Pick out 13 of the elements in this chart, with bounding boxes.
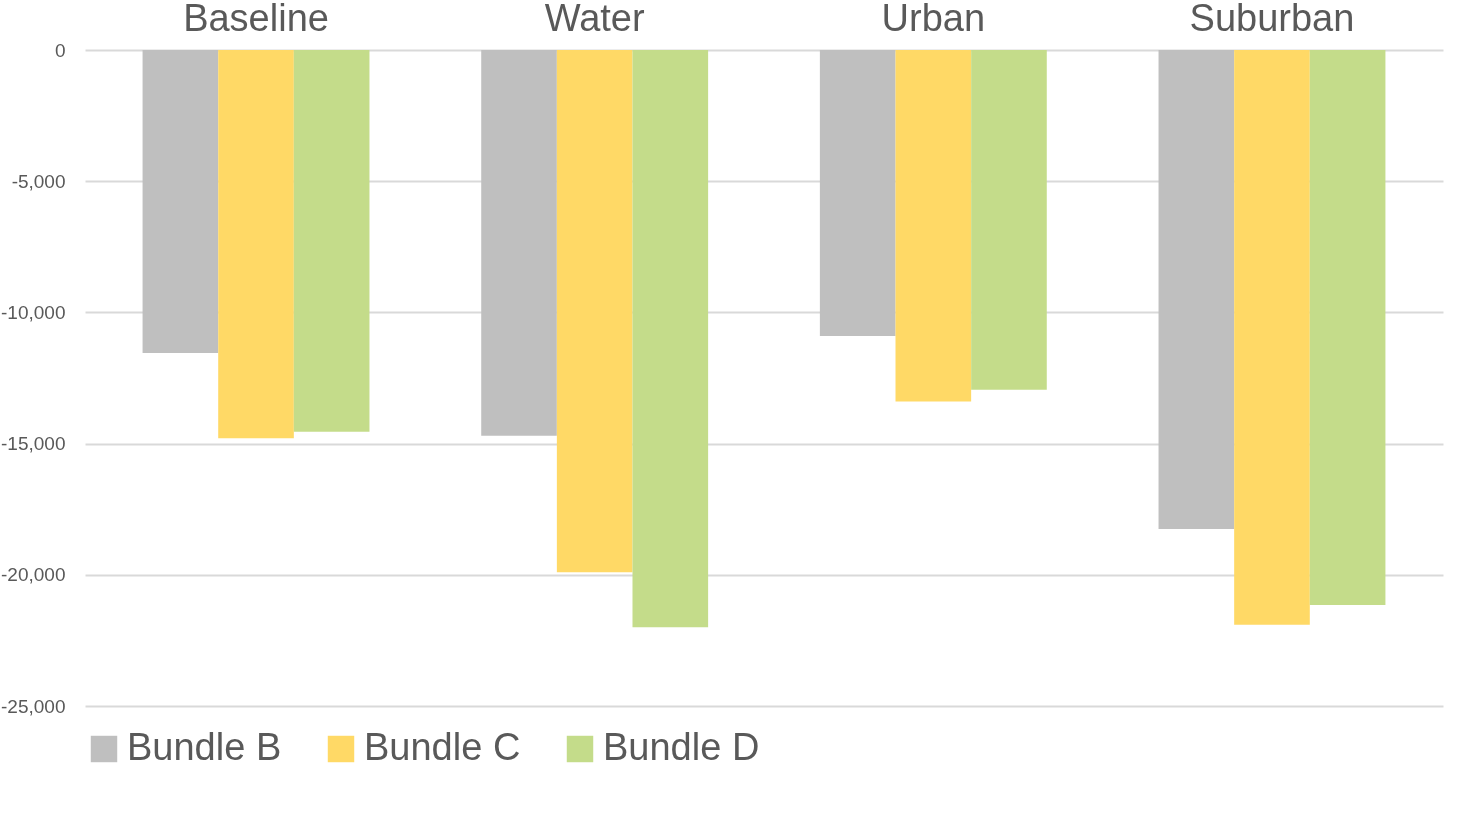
x-tick-label: Baseline [183, 0, 329, 39]
legend-label: Bundle D [603, 726, 760, 768]
legend-label: Bundle C [364, 726, 521, 768]
y-tick-label: -10,000 [1, 301, 66, 323]
x-tick-label: Urban [881, 0, 986, 39]
legend-label: Bundle B [127, 726, 282, 768]
y-tick-label: -25,000 [1, 695, 66, 717]
y-tick-label: 0 [54, 39, 66, 61]
x-tick-label: Water [544, 0, 645, 39]
y-tick-label: -20,000 [1, 564, 66, 586]
y-tick-label: -5,000 [11, 170, 66, 192]
y-tick-label: -15,000 [1, 433, 66, 455]
x-tick-label: Suburban [1189, 0, 1355, 39]
